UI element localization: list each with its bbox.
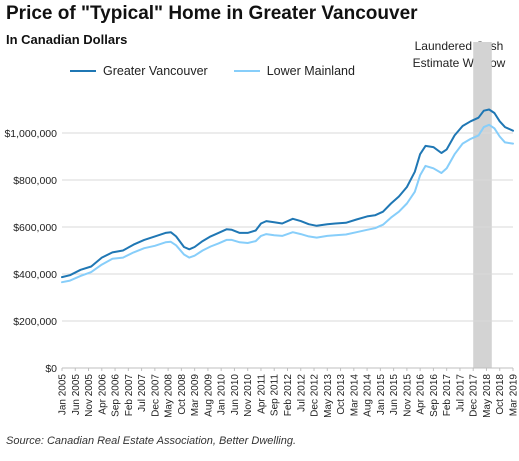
x-tick-label: Apr 2006 <box>97 374 108 415</box>
x-tick-label: Nov 2010 <box>243 374 254 417</box>
x-tick-label: Apr 2011 <box>256 374 267 414</box>
legend-label-lower-mainland: Lower Mainland <box>266 64 355 78</box>
legend-swatch-greater-vancouver <box>70 70 96 72</box>
y-tick-label: $0 <box>45 363 57 375</box>
series-line-greater-vancouver <box>61 108 514 279</box>
x-tick-label: Sep 2006 <box>111 374 122 417</box>
y-tick-label: $600,000 <box>13 222 57 234</box>
x-tick-label: Feb 2012 <box>283 374 294 417</box>
chart-source: Source: Canadian Real Estate Association… <box>6 435 297 447</box>
x-tick-label: Sep 2011 <box>270 374 281 417</box>
y-tick-label: $1,000,000 <box>4 128 57 140</box>
x-tick-label: Oct 2018 <box>495 374 506 415</box>
x-tick-label: Feb 2007 <box>124 374 135 417</box>
x-tick-label: Jan 2015 <box>376 374 387 416</box>
x-tick-label: Jul 2012 <box>296 374 307 412</box>
x-tick-label: Feb 2017 <box>442 374 453 417</box>
x-tick-label: Jan 2010 <box>217 374 228 416</box>
x-tick-label: Nov 2015 <box>402 374 413 417</box>
y-tick-label: $200,000 <box>13 316 57 328</box>
chart-legend: Greater Vancouver Lower Mainland <box>70 64 381 78</box>
legend-item-greater-vancouver: Greater Vancouver <box>70 64 208 78</box>
x-tick-label: Oct 2008 <box>177 374 188 415</box>
x-tick-label: Jun 2015 <box>389 374 400 416</box>
chart-title: Price of "Typical" Home in Greater Vanco… <box>6 3 418 24</box>
y-tick-label: $800,000 <box>13 175 57 187</box>
x-tick-label: Oct 2013 <box>336 374 347 415</box>
x-tick-label: May 2008 <box>164 374 175 418</box>
x-tick-label: Apr 2016 <box>416 374 427 415</box>
legend-swatch-lower-mainland <box>233 70 260 72</box>
x-tick-label: May 2018 <box>482 374 493 418</box>
x-tick-label: Aug 2009 <box>203 374 214 417</box>
y-tick-label: $400,000 <box>13 269 57 281</box>
x-tick-label: Jun 2010 <box>230 374 241 416</box>
x-tick-label: Jul 2017 <box>455 374 466 412</box>
x-tick-label: Aug 2014 <box>363 374 374 417</box>
legend-label-greater-vancouver: Greater Vancouver <box>103 64 208 78</box>
x-tick-label: Jan 2005 <box>58 374 69 416</box>
x-tick-label: Dec 2017 <box>469 374 480 417</box>
x-tick-label: Mar 2009 <box>190 374 201 417</box>
x-tick-label: Mar 2019 <box>509 374 519 417</box>
x-tick-label: Jun 2005 <box>71 374 82 416</box>
x-tick-label: Sep 2016 <box>429 374 440 417</box>
shaded-region <box>473 42 492 368</box>
x-tick-label: Dec 2012 <box>310 374 321 417</box>
x-tick-label: Jul 2007 <box>137 374 148 412</box>
series-line-lower-mainland <box>61 123 514 284</box>
chart-subtitle: In Canadian Dollars <box>6 32 128 47</box>
x-tick-label: Dec 2007 <box>150 374 161 417</box>
x-tick-label: Nov 2005 <box>84 374 95 417</box>
x-tick-label: May 2013 <box>323 374 334 418</box>
legend-item-lower-mainland: Lower Mainland <box>233 64 355 78</box>
x-tick-label: Mar 2014 <box>349 374 360 417</box>
